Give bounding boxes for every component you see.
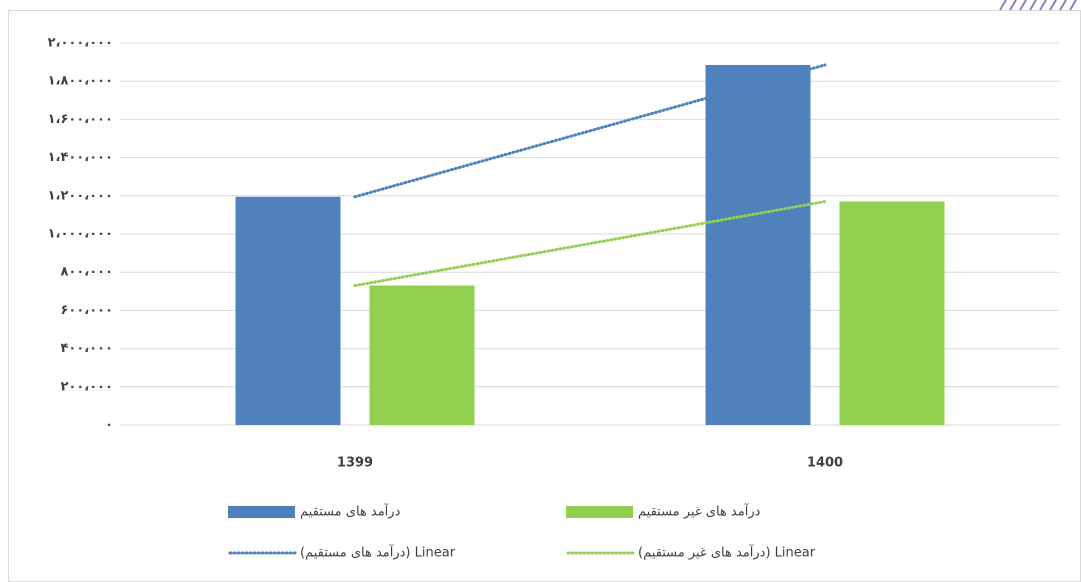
legend-swatch: [566, 506, 633, 518]
y-tick-label: ۱،۲۰۰،۰۰۰: [48, 188, 113, 203]
bar: [235, 196, 341, 425]
x-tick-label: 1400: [807, 456, 843, 471]
trendline: [353, 200, 827, 288]
legend-label: Linear (درآمد های غیر مستقیم): [638, 544, 816, 561]
y-tick-label: ۱،۶۰۰،۰۰۰: [48, 112, 113, 127]
x-tick-label: 1399: [337, 456, 373, 471]
legend-label: درآمد های مستقیم: [300, 503, 401, 520]
trendline: [353, 63, 827, 199]
y-tick-label: ۸۰۰،۰۰۰: [60, 265, 113, 280]
legend-label: درآمد های غیر مستقیم: [638, 503, 761, 520]
legend-swatch: [228, 506, 295, 518]
y-tick-label: ۶۰۰،۰۰۰: [60, 303, 113, 318]
y-tick-label: ۴۰۰،۰۰۰: [60, 341, 113, 356]
bar: [839, 201, 945, 425]
legend-label: Linear (درآمد های مستقیم): [300, 544, 456, 561]
y-tick-label: ۱،۰۰۰،۰۰۰: [48, 227, 113, 242]
y-tick-label: ۲۰۰،۰۰۰: [60, 379, 113, 394]
bar: [705, 64, 811, 425]
decoration: [999, 0, 1077, 11]
y-tick-label: ۰: [105, 418, 113, 433]
y-tick-label: ۲،۰۰۰،۰۰۰: [48, 36, 113, 51]
y-tick-label: ۱،۸۰۰،۰۰۰: [48, 74, 113, 89]
y-tick-label: ۱،۴۰۰،۰۰۰: [48, 150, 113, 165]
bar: [369, 285, 475, 425]
